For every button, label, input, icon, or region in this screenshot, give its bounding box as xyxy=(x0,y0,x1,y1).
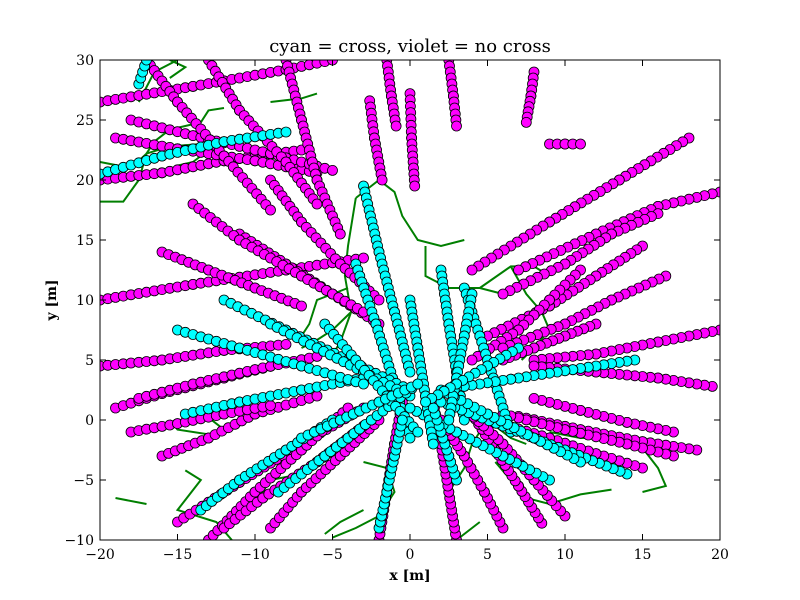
no-cross-point xyxy=(466,354,478,366)
cell-boundary xyxy=(100,153,148,203)
ticks-layer: −20 −15 −10 −5 0 5 10 15 20 −10 −5 0 5 10 15 20 25 30 xyxy=(64,53,728,563)
y-tick-label: 20 xyxy=(76,173,94,189)
no-cross-point xyxy=(520,117,532,128)
x-tick-label: −20 xyxy=(85,547,115,563)
cross-point xyxy=(280,126,292,138)
no-cross-point xyxy=(265,400,276,412)
no-cross-point xyxy=(528,392,540,404)
x-tick-label: −5 xyxy=(322,547,343,563)
no-cross-point xyxy=(451,120,462,132)
y-tick-label: 5 xyxy=(85,353,94,369)
x-tick-label: 0 xyxy=(406,547,415,563)
cross-point xyxy=(443,414,455,426)
no-cross-point xyxy=(376,174,388,186)
chart-title: cyan = cross, violet = no cross xyxy=(269,36,551,57)
cell-boundary xyxy=(324,509,364,535)
cross-point xyxy=(141,60,152,66)
cell-boundary xyxy=(270,92,318,103)
no-cross-point xyxy=(280,338,292,350)
x-tick-label: −10 xyxy=(240,547,270,563)
cross-point xyxy=(404,432,416,444)
no-cross-point xyxy=(409,180,421,192)
no-cross-point xyxy=(311,390,323,402)
cross-point xyxy=(404,402,416,414)
x-tick-label: 5 xyxy=(483,547,492,563)
y-tick-label: 15 xyxy=(76,233,94,249)
cross-point xyxy=(358,378,369,390)
y-tick-label: 30 xyxy=(76,53,94,69)
x-tick-label: 15 xyxy=(634,547,652,563)
no-cross-point xyxy=(390,120,402,132)
cross-point xyxy=(412,378,424,390)
cross-point xyxy=(427,438,439,450)
y-tick-label: 10 xyxy=(76,293,94,309)
no-cross-point xyxy=(327,164,338,176)
no-cross-point xyxy=(265,204,276,216)
no-cross-point xyxy=(513,264,524,276)
x-axis-label: x [m] xyxy=(389,568,430,584)
cross-point xyxy=(396,414,408,426)
y-axis-label: y [m] xyxy=(44,279,60,321)
cell-boundary xyxy=(169,60,188,79)
no-cross-point xyxy=(497,288,509,300)
x-tick-label: 10 xyxy=(556,547,574,563)
y-tick-label: −5 xyxy=(73,473,94,489)
cross-point xyxy=(404,366,416,378)
no-cross-point xyxy=(373,294,385,306)
x-tick-label: 20 xyxy=(711,547,729,563)
no-cross-point xyxy=(334,228,346,240)
no-cross-point xyxy=(575,138,586,150)
no-cross-point xyxy=(466,264,478,276)
no-cross-point xyxy=(296,300,307,312)
cell-boundary xyxy=(115,497,147,505)
x-tick-label: −15 xyxy=(163,547,193,563)
no-cross-point xyxy=(528,360,540,372)
y-tick-label: 25 xyxy=(76,113,94,129)
y-tick-label: −10 xyxy=(64,533,94,549)
y-tick-label: 0 xyxy=(85,413,94,429)
no-cross-point xyxy=(358,252,369,264)
cross-point xyxy=(412,426,424,438)
cross-point xyxy=(420,396,431,408)
points-layer xyxy=(100,60,720,540)
